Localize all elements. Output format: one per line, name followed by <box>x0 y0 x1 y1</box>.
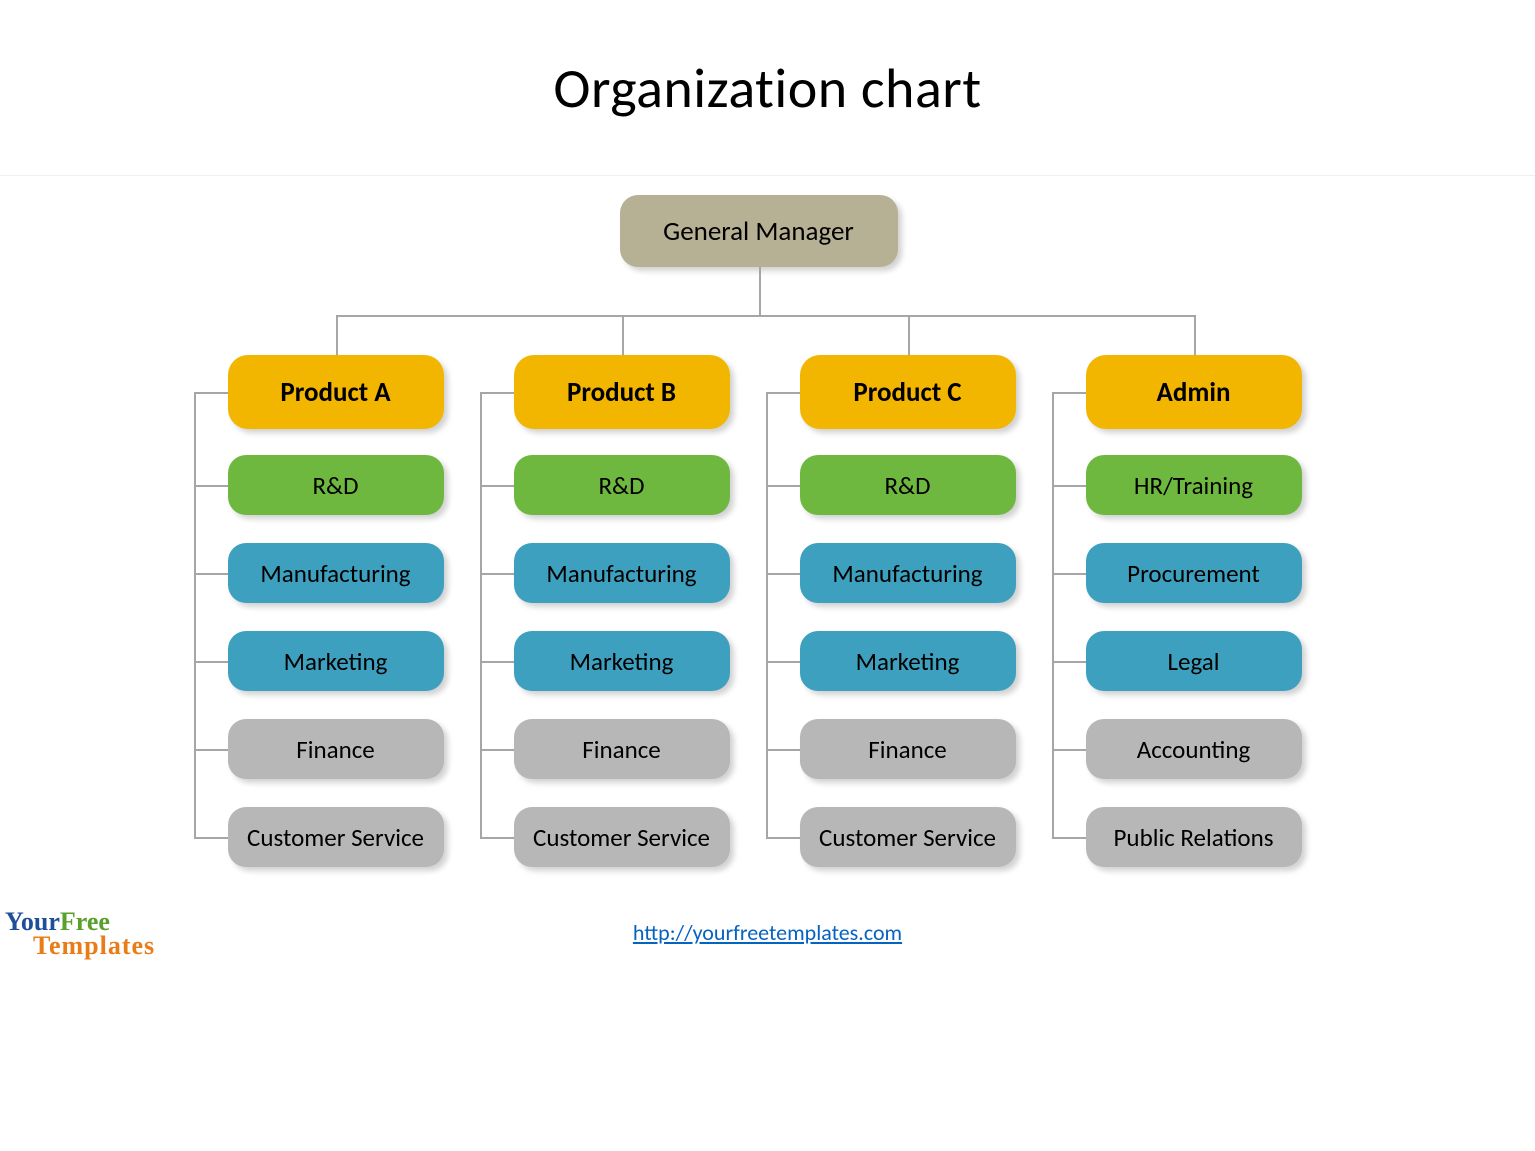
connector-line <box>194 392 196 837</box>
org-chart: General Manager Product A R&D Manufacturing… <box>128 195 1408 915</box>
connector-line <box>1052 573 1086 575</box>
connector-line <box>766 392 768 837</box>
org-child-node: Marketing <box>514 631 730 691</box>
org-branch-head: Product C <box>800 355 1016 429</box>
org-child-node: R&D <box>514 455 730 515</box>
connector-line <box>766 749 800 751</box>
connector-line <box>480 392 514 394</box>
connector-line <box>1052 837 1086 839</box>
connector-line <box>480 661 514 663</box>
connector-line <box>336 315 1196 317</box>
org-child-node: Finance <box>228 719 444 779</box>
connector-line <box>1052 392 1086 394</box>
connector-line <box>336 315 338 355</box>
connector-line <box>766 392 800 394</box>
org-child-node: Legal <box>1086 631 1302 691</box>
connector-line <box>766 485 800 487</box>
logo-word-3: Templates <box>5 934 155 959</box>
connector-line <box>194 485 228 487</box>
org-root-node: General Manager <box>620 195 898 267</box>
org-child-node: Marketing <box>800 631 1016 691</box>
org-child-node: Customer Service <box>228 807 444 867</box>
connector-line <box>1194 315 1196 355</box>
org-child-node: Accounting <box>1086 719 1302 779</box>
connector-line <box>194 837 228 839</box>
connector-line <box>194 573 228 575</box>
brand-logo: YourFree Templates <box>5 910 155 959</box>
org-child-node: Public Relations <box>1086 807 1302 867</box>
org-child-node: Finance <box>514 719 730 779</box>
connector-line <box>1052 661 1086 663</box>
connector-line <box>480 837 514 839</box>
org-branch-head: Admin <box>1086 355 1302 429</box>
org-child-node: R&D <box>800 455 1016 515</box>
org-child-node: Manufacturing <box>800 543 1016 603</box>
title-divider <box>0 175 1535 176</box>
connector-line <box>480 573 514 575</box>
org-child-node: Manufacturing <box>514 543 730 603</box>
slide: Organization chart General ManagerProduc… <box>128 0 1408 123</box>
connector-line <box>908 315 910 355</box>
footer-link[interactable]: http://yourfreetemplates.com <box>633 919 902 946</box>
org-child-node: Marketing <box>228 631 444 691</box>
org-child-node: Procurement <box>1086 543 1302 603</box>
org-child-node: Customer Service <box>514 807 730 867</box>
org-child-node: R&D <box>228 455 444 515</box>
org-child-node: Manufacturing <box>228 543 444 603</box>
page-title: Organization chart <box>128 55 1408 123</box>
connector-line <box>480 749 514 751</box>
connector-line <box>480 392 482 837</box>
connector-line <box>766 837 800 839</box>
connector-line <box>194 392 228 394</box>
connector-line <box>1052 392 1054 837</box>
connector-line <box>1052 485 1086 487</box>
connector-line <box>1052 749 1086 751</box>
connector-line <box>766 573 800 575</box>
org-child-node: Finance <box>800 719 1016 779</box>
connector-line <box>759 267 761 315</box>
connector-line <box>194 749 228 751</box>
connector-line <box>480 485 514 487</box>
org-child-node: HR/Training <box>1086 455 1302 515</box>
connector-line <box>766 661 800 663</box>
org-branch-head: Product B <box>514 355 730 429</box>
org-branch-head: Product A <box>228 355 444 429</box>
connector-line <box>622 315 624 355</box>
org-child-node: Customer Service <box>800 807 1016 867</box>
connector-line <box>194 661 228 663</box>
